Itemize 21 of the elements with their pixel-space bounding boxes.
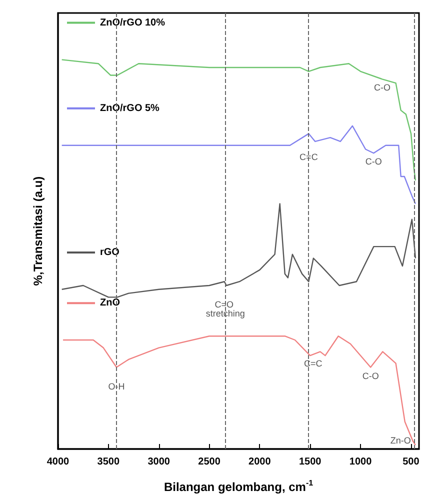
annotation: C=O stretching: [206, 299, 245, 318]
annotation: C-O: [362, 370, 379, 381]
annotation: C=C: [304, 358, 323, 368]
annotation: C-O: [365, 156, 382, 167]
legend-label: ZnO/rGO 10%: [100, 17, 166, 28]
legend-label: ZnO: [100, 298, 120, 309]
x-tick-label: 3500: [97, 456, 120, 468]
x-tick-label: 500: [402, 456, 420, 468]
x-tick-label: 1000: [349, 456, 372, 468]
x-tick-label: 3000: [148, 456, 170, 468]
x-tick-label: 2000: [248, 456, 272, 468]
annotation: Zn-O: [390, 436, 411, 446]
y-axis-title: %,Transmitasi (a.u): [31, 176, 45, 286]
x-tick-label: 2500: [198, 456, 221, 468]
annotation: C-O: [374, 82, 391, 93]
legend-label: rGO: [100, 246, 120, 258]
x-tick-label: 4000: [46, 456, 70, 468]
legend-label: ZnO/rGO 5%: [100, 102, 160, 114]
annotation: C=C: [300, 152, 318, 162]
x-tick-label: 1500: [298, 456, 322, 468]
annotation: O-H: [108, 382, 125, 392]
